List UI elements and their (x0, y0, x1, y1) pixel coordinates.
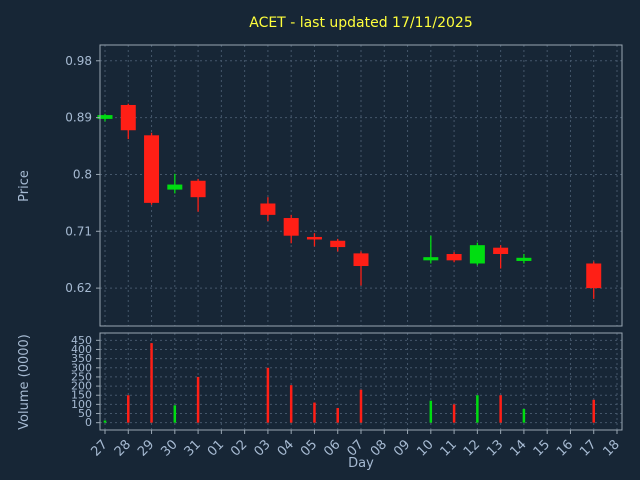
volume-tick-label: 300 (71, 361, 92, 374)
day-tick-label: 31 (182, 437, 204, 459)
candle-body (353, 253, 369, 267)
price-tick-label: 0.8 (73, 167, 92, 181)
volume-tick-label: 150 (71, 389, 92, 402)
frame-layer (99, 44, 623, 431)
data-layer (97, 103, 602, 423)
day-tick-label: 02 (228, 437, 250, 459)
grid-layer (100, 45, 622, 430)
candle-body (190, 180, 206, 198)
candle-body (283, 218, 299, 236)
day-tick-label: 05 (298, 437, 320, 459)
candle-body (144, 135, 160, 203)
volume-tick-label: 450 (71, 334, 92, 347)
day-tick-label: 17 (577, 437, 599, 459)
volume-tick-label: 400 (71, 343, 92, 356)
candle-body (423, 257, 439, 261)
volume-axis-label: Volume (0000) (17, 334, 32, 430)
day-tick-label: 01 (205, 437, 227, 459)
day-tick-label: 28 (112, 437, 134, 459)
day-tick-label: 10 (414, 437, 436, 459)
candle-body (306, 236, 322, 240)
candle-body (493, 247, 509, 255)
volume-tick-label: 50 (78, 407, 92, 420)
volume-tick-label: 250 (71, 370, 92, 383)
volume-tick-label: 350 (71, 352, 92, 365)
volume-tick-label: 100 (71, 398, 92, 411)
price-panel-frame (99, 44, 623, 327)
day-tick-label: 13 (484, 437, 506, 459)
candle-body (586, 263, 602, 289)
candle-body (330, 240, 346, 248)
day-tick-label: 14 (507, 437, 529, 459)
chart-title: ACET - last updated 17/11/2025 (249, 15, 473, 31)
price-tick-label: 0.98 (65, 54, 92, 68)
day-tick-label: 18 (601, 437, 623, 459)
candle-body (469, 245, 485, 264)
price-tick-label: 0.71 (65, 224, 92, 238)
day-tick-label: 12 (461, 437, 483, 459)
volume-tick-label: 0 (85, 416, 92, 429)
day-tick-label: 06 (321, 437, 343, 459)
volume-tick-label: 200 (71, 380, 92, 393)
candle-body (97, 115, 113, 119)
price-tick-label: 0.89 (65, 111, 92, 125)
day-tick-label: 03 (251, 437, 273, 459)
day-tick-label: 16 (554, 437, 576, 459)
candle-body (446, 254, 462, 261)
day-tick-label: 11 (438, 437, 460, 459)
candle-body (167, 184, 183, 190)
day-tick-label: 15 (531, 437, 553, 459)
candle-body (516, 257, 532, 261)
ticks-layer: 0.980.890.80.710.62450400350300250200150… (65, 54, 623, 460)
day-tick-label: 09 (391, 437, 413, 459)
day-tick-label: 04 (275, 437, 297, 459)
day-tick-label: 29 (135, 437, 157, 459)
price-tick-label: 0.62 (65, 281, 92, 295)
day-tick-label: 27 (89, 437, 111, 459)
price-axis-label: Price (17, 170, 32, 202)
candle-body (120, 104, 136, 131)
candle-body (260, 203, 276, 215)
x-axis-label: Day (348, 456, 374, 471)
day-tick-label: 30 (158, 437, 180, 459)
